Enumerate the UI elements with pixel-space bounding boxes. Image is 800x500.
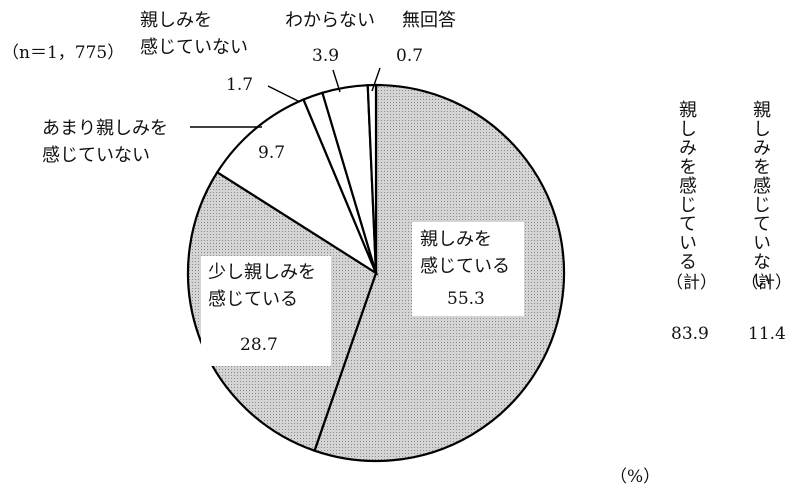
total-value-not-close: 11.4 — [748, 324, 786, 344]
slice-value-dont-know: 3.9 — [312, 46, 339, 66]
unit-label: （%） — [610, 467, 661, 487]
slice-value-no-answer: 0.7 — [396, 46, 423, 66]
total-heading-not-close: 親しみを感じていない — [750, 100, 771, 290]
slice-value-somewhat-close: 28.7 — [240, 335, 278, 355]
slice-label-not-very-close: 感じていない — [42, 145, 150, 166]
slice-label-feel-close: 感じている — [420, 256, 510, 277]
slice-label-somewhat-close: 少し親しみを — [208, 262, 316, 283]
slice-value-not-close: 1.7 — [226, 75, 253, 95]
slice-label-bg-somewhat-close — [201, 256, 331, 366]
total-suffix-not-close: （計） — [741, 273, 792, 293]
sample-size-label: （n＝1，775） — [2, 43, 125, 63]
slice-label-bg-feel-close — [412, 222, 524, 316]
slice-label-no-answer: 無回答 — [402, 10, 456, 31]
slice-label-not-close: 感じていない — [140, 37, 248, 58]
slice-value-not-very-close: 9.7 — [258, 143, 285, 163]
slice-value-feel-close: 55.3 — [447, 289, 485, 309]
slice-label-somewhat-close: 感じている — [208, 289, 298, 310]
total-suffix-feel-close: （計） — [666, 273, 717, 293]
leader-line-no-answer — [371, 67, 381, 92]
slice-label-feel-close: 親しみを — [420, 229, 492, 250]
slice-labels: 親しみを感じている55.3少し親しみを感じている28.7あまり親しみを感じていな… — [42, 10, 524, 366]
leader-lines — [190, 67, 381, 128]
total-value-feel-close: 83.9 — [671, 324, 709, 344]
slice-label-dont-know: わからない — [285, 10, 375, 31]
slice-label-not-very-close: あまり親しみを — [42, 118, 168, 139]
leader-line-dont-know — [332, 69, 341, 93]
slice-label-not-close: 親しみを — [140, 10, 212, 31]
leader-line-not-close — [267, 85, 301, 103]
pie-slice-no-answer — [366, 83, 378, 274]
total-heading-feel-close: 親しみを感じている — [676, 100, 697, 271]
